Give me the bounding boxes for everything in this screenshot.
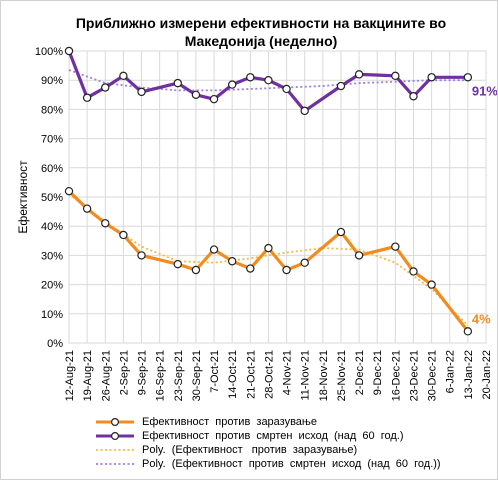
data-point bbox=[427, 280, 436, 289]
data-point bbox=[209, 94, 219, 104]
data-point bbox=[209, 245, 219, 254]
y-axis-label: Ефективност bbox=[16, 160, 30, 234]
data-point bbox=[191, 90, 201, 100]
y-tick-label: 50% bbox=[41, 192, 63, 204]
x-tick-label: 16-Sep-21 bbox=[155, 350, 167, 401]
y-tick-label: 40% bbox=[41, 221, 63, 233]
data-point bbox=[137, 87, 146, 97]
x-tick-label: 12-Aug-21 bbox=[64, 350, 76, 401]
x-tick-label: 28-Oct-21 bbox=[263, 350, 275, 399]
data-point bbox=[264, 243, 273, 253]
x-tick-label: 30-Sep-21 bbox=[191, 350, 203, 401]
x-tick-label: 20-Jan-22 bbox=[481, 350, 493, 400]
data-point bbox=[463, 327, 473, 336]
legend-swatch bbox=[96, 431, 134, 441]
data-point bbox=[227, 80, 237, 89]
x-tick-label: 19-Aug-21 bbox=[82, 350, 94, 401]
legend-label: Ефективност против смртен исход (над 60 … bbox=[142, 430, 404, 442]
legend-swatch bbox=[96, 463, 134, 465]
data-point bbox=[137, 251, 146, 260]
y-tick-label: 10% bbox=[41, 309, 63, 321]
data-point bbox=[64, 46, 74, 56]
x-tick-label: 18-Nov-21 bbox=[318, 350, 330, 401]
legend-label: Ефективност против заразување bbox=[142, 416, 317, 428]
data-point bbox=[282, 265, 291, 275]
y-tick-label: 100% bbox=[35, 46, 63, 58]
x-tick-label: 7-Oct-21 bbox=[209, 350, 221, 393]
data-point bbox=[191, 265, 201, 275]
data-point bbox=[391, 242, 400, 251]
data-point bbox=[300, 258, 309, 267]
legend-swatch bbox=[96, 449, 134, 451]
x-tick-label: 30-Dec-21 bbox=[427, 350, 439, 401]
y-tick-label: 70% bbox=[41, 134, 63, 146]
y-tick-label: 60% bbox=[41, 163, 63, 175]
data-point bbox=[463, 73, 473, 82]
legend-swatch-marker bbox=[111, 431, 120, 441]
x-tick-label: 14-Oct-21 bbox=[227, 350, 239, 399]
data-point bbox=[300, 106, 309, 116]
trendline-2 bbox=[68, 193, 469, 327]
x-tick-label: 2-Sep-21 bbox=[118, 350, 130, 395]
legend-label: Poly. (Ефективност против заразување) bbox=[142, 444, 358, 456]
data-point bbox=[391, 71, 400, 81]
data-point bbox=[336, 81, 346, 91]
y-tick-label: 80% bbox=[41, 104, 63, 116]
data-point bbox=[227, 257, 237, 266]
data-point bbox=[173, 78, 182, 88]
x-tick-label: 13-Jan-22 bbox=[463, 350, 475, 400]
data-point bbox=[354, 70, 364, 79]
x-tick-label: 26-Aug-21 bbox=[100, 350, 112, 401]
data-point bbox=[173, 259, 182, 269]
data-point bbox=[82, 93, 92, 102]
y-tick-label: 20% bbox=[41, 280, 63, 292]
y-tick-label: 30% bbox=[41, 250, 63, 262]
data-point bbox=[409, 267, 418, 276]
x-tick-label: 16-Dec-21 bbox=[390, 350, 402, 401]
data-point bbox=[101, 219, 110, 228]
data-point bbox=[101, 83, 110, 92]
x-tick-label: 23-Sep-21 bbox=[173, 350, 185, 401]
data-point bbox=[427, 73, 436, 82]
x-tick-label: 9-Dec-21 bbox=[372, 350, 384, 395]
end-label-1: 91% bbox=[472, 83, 497, 98]
data-point bbox=[264, 75, 273, 85]
x-tick-label: 23-Dec-21 bbox=[408, 350, 420, 401]
y-tick-label: 90% bbox=[41, 75, 63, 87]
chart-title-line-1: Приближно измерени ефективности на вакци… bbox=[75, 15, 447, 31]
data-point bbox=[354, 251, 364, 260]
x-tick-label: 21-Oct-21 bbox=[245, 350, 257, 399]
data-point bbox=[64, 186, 74, 196]
x-tick-label: 11-Nov-21 bbox=[300, 350, 312, 401]
end-label-0: 4% bbox=[472, 311, 491, 326]
data-point bbox=[119, 71, 128, 81]
x-tick-label: 4-Nov-21 bbox=[282, 350, 294, 395]
data-point bbox=[82, 204, 92, 213]
x-tick-label: 25-Nov-21 bbox=[336, 350, 348, 401]
y-tick-label: 0% bbox=[47, 338, 63, 350]
chart-title-line-2: Македонија (неделно) bbox=[184, 33, 338, 49]
data-point bbox=[336, 227, 346, 237]
data-point bbox=[282, 84, 291, 94]
data-point bbox=[119, 230, 128, 240]
x-tick-label: 6-Jan-22 bbox=[445, 350, 457, 393]
data-point bbox=[409, 92, 418, 101]
x-tick-label: 2-Dec-21 bbox=[354, 350, 366, 395]
x-tick-label: 9-Sep-21 bbox=[137, 350, 149, 395]
legend-swatch bbox=[96, 417, 134, 427]
legend-swatch-marker bbox=[111, 417, 120, 427]
data-point bbox=[246, 264, 255, 273]
data-point bbox=[246, 73, 255, 82]
legend-label: Poly. (Ефективност против смртен исход (… bbox=[142, 458, 441, 470]
